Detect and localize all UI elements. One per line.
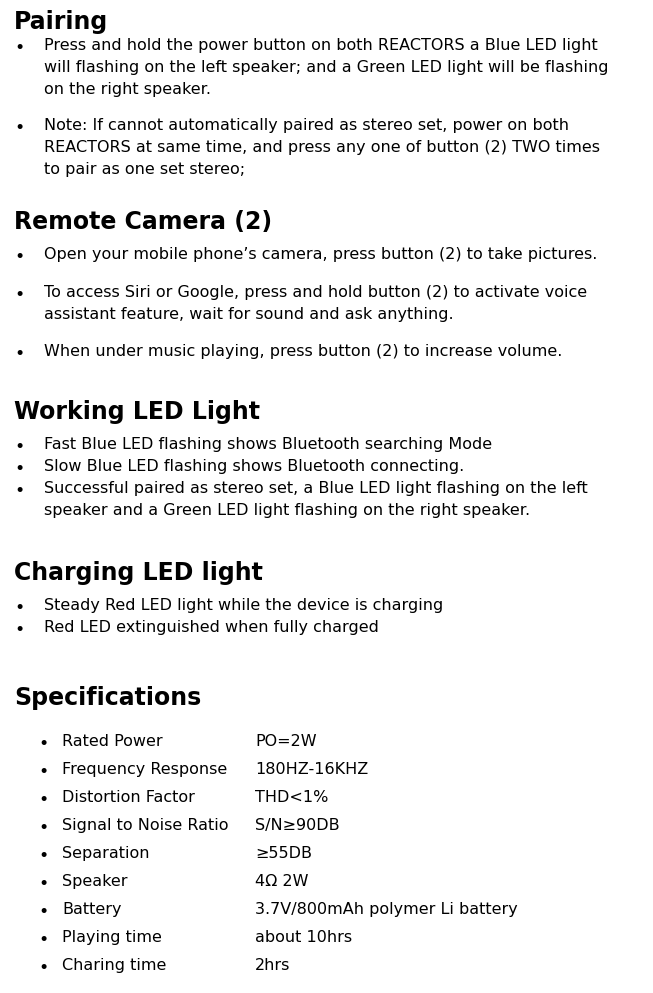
Text: •: •: [38, 847, 48, 865]
Text: •: •: [38, 903, 48, 921]
Text: Playing time: Playing time: [62, 930, 162, 945]
Text: to pair as one set stereo;: to pair as one set stereo;: [44, 162, 245, 177]
Text: S/N≥90DB: S/N≥90DB: [255, 818, 340, 833]
Text: •: •: [14, 482, 24, 500]
Text: •: •: [14, 460, 24, 478]
Text: •: •: [14, 599, 24, 617]
Text: Red LED extinguished when fully charged: Red LED extinguished when fully charged: [44, 620, 379, 635]
Text: Note: If cannot automatically paired as stereo set, power on both: Note: If cannot automatically paired as …: [44, 118, 569, 133]
Text: 2hrs: 2hrs: [255, 958, 291, 973]
Text: Battery: Battery: [62, 902, 121, 917]
Text: Rated Power: Rated Power: [62, 734, 163, 749]
Text: •: •: [14, 248, 24, 266]
Text: Press and hold the power button on both REACTORS a Blue LED light: Press and hold the power button on both …: [44, 38, 597, 53]
Text: Distortion Factor: Distortion Factor: [62, 790, 195, 805]
Text: Remote Camera (2): Remote Camera (2): [14, 210, 272, 234]
Text: Successful paired as stereo set, a Blue LED light flashing on the left: Successful paired as stereo set, a Blue …: [44, 481, 588, 496]
Text: assistant feature, wait for sound and ask anything.: assistant feature, wait for sound and as…: [44, 307, 454, 322]
Text: REACTORS at same time, and press any one of button (2) TWO times: REACTORS at same time, and press any one…: [44, 140, 600, 155]
Text: 180HZ-16KHZ: 180HZ-16KHZ: [255, 762, 368, 777]
Text: Slow Blue LED flashing shows Bluetooth connecting.: Slow Blue LED flashing shows Bluetooth c…: [44, 459, 464, 474]
Text: Specifications: Specifications: [14, 686, 201, 710]
Text: speaker and a Green LED light flashing on the right speaker.: speaker and a Green LED light flashing o…: [44, 503, 530, 518]
Text: Speaker: Speaker: [62, 874, 127, 889]
Text: •: •: [38, 763, 48, 781]
Text: Signal to Noise Ratio: Signal to Noise Ratio: [62, 818, 229, 833]
Text: Steady Red LED light while the device is charging: Steady Red LED light while the device is…: [44, 598, 443, 613]
Text: Pairing: Pairing: [14, 10, 108, 34]
Text: Open your mobile phone’s camera, press button (2) to take pictures.: Open your mobile phone’s camera, press b…: [44, 247, 597, 262]
Text: on the right speaker.: on the right speaker.: [44, 82, 211, 97]
Text: Charging LED light: Charging LED light: [14, 561, 263, 585]
Text: •: •: [14, 621, 24, 639]
Text: THD<1%: THD<1%: [255, 790, 328, 805]
Text: Working LED Light: Working LED Light: [14, 400, 260, 424]
Text: To access Siri or Google, press and hold button (2) to activate voice: To access Siri or Google, press and hold…: [44, 285, 587, 300]
Text: •: •: [38, 959, 48, 977]
Text: ≥55DB: ≥55DB: [255, 846, 312, 861]
Text: •: •: [38, 735, 48, 753]
Text: •: •: [14, 119, 24, 137]
Text: Fast Blue LED flashing shows Bluetooth searching Mode: Fast Blue LED flashing shows Bluetooth s…: [44, 437, 492, 452]
Text: •: •: [14, 286, 24, 304]
Text: Frequency Response: Frequency Response: [62, 762, 227, 777]
Text: about 10hrs: about 10hrs: [255, 930, 352, 945]
Text: 4Ω 2W: 4Ω 2W: [255, 874, 308, 889]
Text: •: •: [38, 791, 48, 809]
Text: •: •: [38, 931, 48, 949]
Text: Separation: Separation: [62, 846, 150, 861]
Text: •: •: [38, 875, 48, 893]
Text: PO=2W: PO=2W: [255, 734, 317, 749]
Text: will flashing on the left speaker; and a Green LED light will be flashing: will flashing on the left speaker; and a…: [44, 60, 609, 75]
Text: 3.7V/800mAh polymer Li battery: 3.7V/800mAh polymer Li battery: [255, 902, 518, 917]
Text: When under music playing, press button (2) to increase volume.: When under music playing, press button (…: [44, 344, 562, 359]
Text: •: •: [14, 345, 24, 363]
Text: •: •: [14, 438, 24, 456]
Text: •: •: [38, 819, 48, 837]
Text: •: •: [14, 39, 24, 57]
Text: Charing time: Charing time: [62, 958, 167, 973]
